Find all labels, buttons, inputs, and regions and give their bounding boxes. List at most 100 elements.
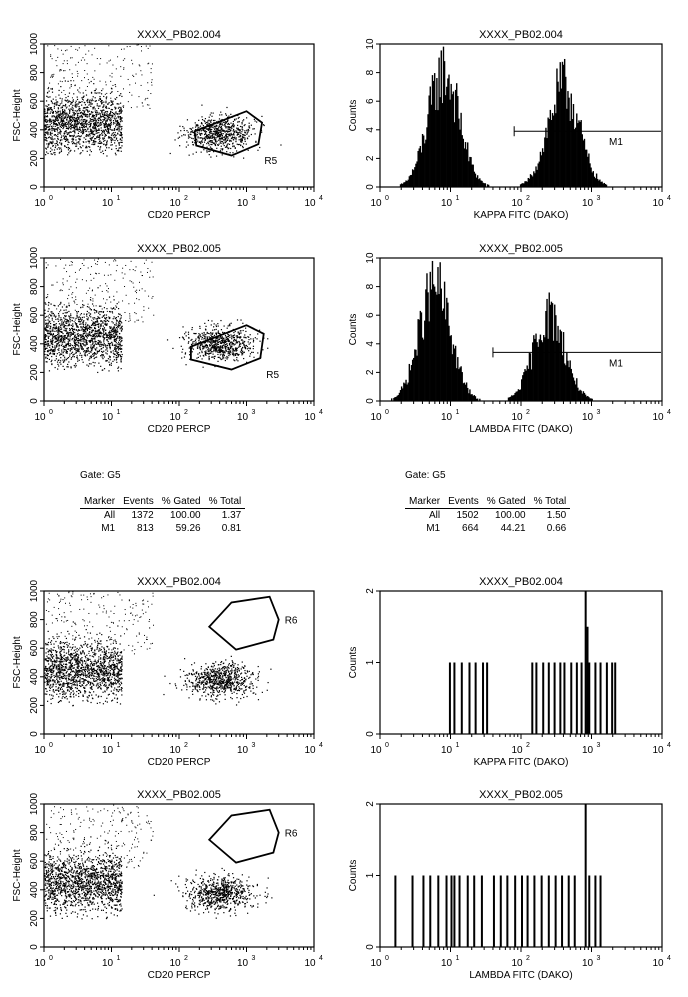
scatter-point — [190, 131, 193, 133]
scatter-point — [90, 101, 92, 103]
scatter-point — [76, 337, 78, 340]
scatter-point — [52, 120, 54, 122]
scatter-point — [52, 349, 54, 351]
scatter-point — [81, 126, 83, 128]
scatter-point — [94, 326, 96, 329]
scatter-point — [94, 143, 96, 146]
scatter-point — [94, 125, 96, 127]
scatter-point — [240, 330, 242, 332]
scatter-point — [215, 342, 217, 345]
scatter-point — [64, 341, 66, 343]
scatter-point — [89, 124, 92, 127]
scatter-point — [246, 345, 248, 348]
scatter-point — [81, 121, 83, 123]
scatter-point — [75, 338, 78, 340]
scatter-point — [196, 133, 198, 135]
scatter-point — [70, 127, 72, 129]
scatter-point — [214, 130, 216, 132]
scatter-point — [93, 322, 95, 324]
scatter-point — [217, 347, 219, 349]
scatter-point — [77, 122, 79, 124]
scatter-point — [239, 129, 242, 131]
scatter-point — [103, 118, 106, 121]
scatter-point — [46, 335, 48, 337]
scatter-point — [81, 98, 84, 100]
scatter-point — [181, 351, 183, 353]
histogram-bar — [402, 183, 404, 187]
scatter-point — [60, 113, 62, 115]
scatter-point — [102, 131, 104, 133]
scatter-point — [52, 326, 54, 329]
scatter-point — [52, 333, 55, 335]
scatter-point — [83, 304, 85, 306]
scatter-point — [221, 350, 223, 352]
scatter-point — [118, 341, 120, 343]
scatter-point — [46, 354, 49, 357]
scatter-point — [217, 337, 219, 339]
scatter-point — [100, 332, 102, 335]
scatter-point — [49, 320, 51, 323]
scatter-point — [257, 149, 259, 151]
scatter-point — [228, 143, 231, 145]
scatter-point — [89, 126, 91, 128]
scatter-point — [224, 346, 226, 348]
scatter-point — [201, 141, 203, 143]
scatter-point — [147, 90, 149, 92]
histogram-bar — [543, 151, 545, 187]
scatter-point — [70, 123, 72, 125]
scatter-point — [227, 123, 229, 125]
scatter-point — [197, 337, 199, 339]
scatter-point — [93, 346, 95, 348]
scatter-point — [50, 107, 52, 109]
scatter-point — [227, 131, 229, 133]
scatter-point — [108, 128, 110, 130]
scatter-point — [76, 128, 78, 131]
histogram-bar — [528, 178, 531, 187]
scatter-point — [215, 340, 218, 342]
scatter-point — [83, 122, 85, 125]
scatter-point — [58, 148, 61, 150]
scatter-point — [63, 105, 65, 107]
scatter-point — [71, 135, 73, 137]
scatter-point — [234, 330, 236, 333]
scatter-point — [103, 137, 105, 139]
scatter-point — [85, 351, 88, 353]
scatter-point — [75, 329, 78, 331]
scatter-point — [61, 106, 63, 108]
scatter-point — [61, 319, 63, 321]
scatter-point — [77, 330, 79, 332]
scatter-point — [95, 92, 97, 94]
scatter-point — [76, 127, 78, 130]
scatter-point — [93, 318, 95, 320]
scatter-point — [235, 339, 237, 341]
scatter-point — [96, 319, 98, 321]
scatter-point — [71, 116, 73, 118]
scatter-point — [51, 127, 53, 129]
scatter-point — [247, 128, 249, 131]
scatter-point — [101, 110, 103, 112]
scatter-point — [94, 312, 96, 314]
scatter-point — [53, 304, 55, 307]
scatter-point — [197, 136, 199, 138]
scatter-point — [89, 130, 92, 132]
scatter-point — [190, 339, 192, 341]
scatter-point — [84, 121, 87, 123]
scatter-point — [94, 327, 96, 329]
histogram-bar — [529, 174, 532, 187]
scatter-point — [73, 142, 75, 145]
scatter-point — [47, 131, 49, 133]
scatter-point — [240, 332, 242, 334]
scatter-point — [50, 350, 52, 352]
scatter-point — [107, 334, 109, 337]
histogram-bar — [415, 349, 417, 401]
scatter-point — [74, 104, 76, 106]
scatter-point — [108, 60, 110, 62]
scatter-point — [222, 354, 224, 357]
scatter-point — [52, 142, 54, 144]
scatter-point — [210, 132, 212, 135]
scatter-point — [98, 138, 100, 141]
scatter-point — [112, 312, 114, 314]
scatter-point — [105, 314, 108, 316]
scatter-point — [213, 142, 216, 144]
scatter-point — [131, 94, 133, 96]
